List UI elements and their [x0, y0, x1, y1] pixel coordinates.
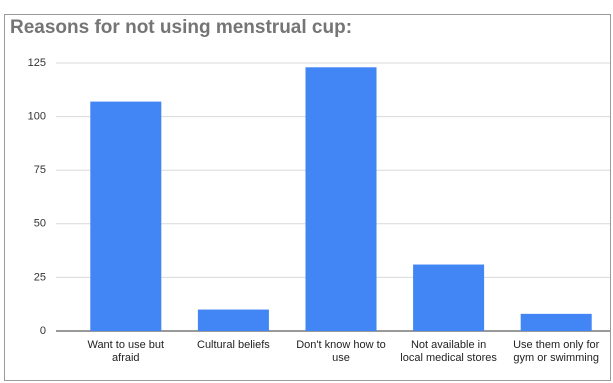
y-tick-label: 50 [34, 218, 46, 230]
x-tick-label: Don't know how to use [296, 339, 386, 364]
y-tick-label: 100 [28, 111, 46, 123]
y-tick-label: 75 [34, 164, 46, 176]
x-tick-label: Not available in local medical stores [400, 339, 497, 364]
bar [413, 264, 485, 331]
y-tick-label: 125 [28, 57, 46, 69]
y-tick-label: 0 [40, 325, 46, 337]
bar [90, 101, 162, 331]
x-tick-label: Want to use but afraid [87, 339, 165, 364]
bar [197, 309, 269, 331]
x-tick-label: Cultural beliefs [197, 339, 270, 351]
y-tick-label: 25 [34, 271, 46, 283]
bar [520, 313, 592, 331]
chart-frame [4, 14, 611, 381]
bar [305, 67, 377, 332]
chart-title: Reasons for not using menstrual cup: [10, 17, 353, 38]
x-tick-label: Use them only for gym or swimming [513, 339, 600, 364]
